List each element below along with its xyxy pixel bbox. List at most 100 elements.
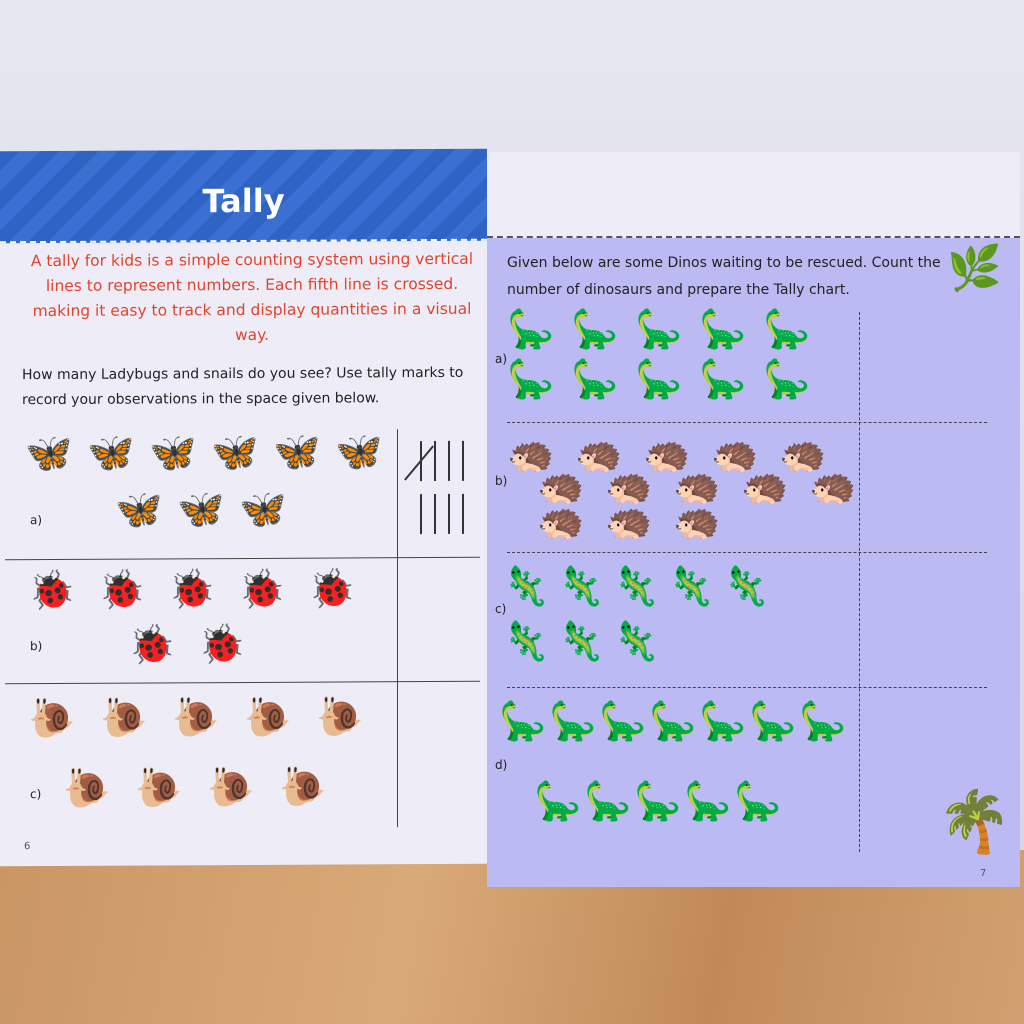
orange-dinosaur-picture: 🦕 [635, 307, 683, 351]
row-label-b: b) [495, 474, 508, 488]
row-divider [507, 687, 987, 688]
tally-mark [420, 494, 422, 535]
butterfly-picture: 🦋 [115, 487, 163, 532]
snail-picture: 🐌 [28, 695, 76, 741]
leaf-icon: 🌿 [947, 243, 1002, 294]
dark-dinosaur-picture: 🦕 [499, 699, 547, 743]
green-dinosaur-picture: 🦎 [612, 564, 660, 608]
snail-picture: 🐌 [172, 695, 220, 740]
dark-dinosaur-picture: 🦕 [599, 699, 647, 743]
hedgehog-dinosaur-picture: 🦔 [575, 432, 623, 476]
page-header-strip [487, 152, 1020, 238]
butterfly-picture: 🦋 [273, 429, 321, 474]
row-divider [507, 422, 987, 423]
green-dinosaur-picture: 🦎 [557, 564, 605, 608]
butterfly-picture: 🦋 [149, 430, 197, 475]
hedgehog-dinosaur-picture: 🦔 [537, 499, 585, 543]
snail-picture: 🐌 [316, 694, 364, 739]
hedgehog-dinosaur-picture: 🦔 [643, 432, 691, 476]
green-dinosaur-picture: 🦎 [722, 564, 770, 608]
dark-dinosaur-picture: 🦕 [749, 699, 797, 743]
butterfly-picture: 🦋 [25, 430, 73, 476]
ladybug-picture: 🐞 [28, 567, 76, 613]
left-page: Tally A tally for kids is a simple count… [0, 148, 487, 867]
tally-mark [434, 493, 436, 535]
tally-mark [448, 493, 450, 534]
butterfly-picture: 🦋 [239, 486, 287, 532]
orange-dinosaur-picture: 🦕 [507, 307, 555, 351]
right-page: Given below are some Dinos waiting to be… [487, 152, 1020, 887]
column-divider [397, 429, 398, 828]
butterfly-picture: 🦋 [87, 430, 135, 475]
row-divider [507, 552, 987, 553]
ladybug-picture: 🐞 [128, 622, 176, 667]
row-label-c: c) [30, 787, 42, 802]
hedgehog-dinosaur-picture: 🦔 [779, 432, 827, 476]
ladybug-picture: 🐞 [168, 567, 216, 612]
intro-text: A tally for kids is a simple counting sy… [30, 249, 474, 345]
page-number: 6 [24, 841, 31, 853]
row-label-a: a) [30, 513, 43, 528]
snail-picture: 🐌 [244, 694, 292, 739]
green-dinosaur-picture: 🦎 [667, 564, 715, 608]
dark-dinosaur-picture: 🦕 [799, 699, 847, 743]
hedgehog-dinosaur-picture: 🦔 [809, 464, 857, 508]
hedgehog-dinosaur-picture: 🦔 [507, 432, 555, 476]
green-dinosaur-picture: 🦎 [557, 619, 605, 663]
row-label-d: d) [495, 758, 508, 772]
dark-dinosaur-picture: 🦕 [584, 779, 632, 823]
ladybug-picture: 🐞 [98, 567, 146, 612]
tally-mark [434, 440, 436, 482]
orange-dinosaur-picture: 🦕 [699, 307, 747, 351]
row-label-a: a) [495, 352, 508, 366]
dark-dinosaur-picture: 🦕 [634, 779, 682, 823]
orange-dinosaur-picture: 🦕 [635, 357, 683, 401]
hedgehog-dinosaur-picture: 🦔 [673, 499, 721, 543]
page-title: Tally [202, 181, 285, 221]
hedgehog-dinosaur-picture: 🦔 [605, 499, 653, 543]
hedgehog-dinosaur-picture: 🦔 [537, 464, 585, 508]
instructions-text: Given below are some Dinos waiting to be… [507, 255, 941, 298]
dark-dinosaur-picture: 🦕 [734, 779, 782, 823]
palm-tree-icon: 🌴 [937, 787, 1012, 857]
ladybug-picture: 🐞 [238, 566, 286, 612]
ladybug-picture: 🐞 [308, 566, 356, 611]
snail-picture: 🐌 [63, 765, 111, 810]
dark-dinosaur-picture: 🦕 [549, 699, 597, 743]
orange-dinosaur-picture: 🦕 [763, 357, 811, 401]
hedgehog-dinosaur-picture: 🦔 [673, 464, 721, 508]
butterfly-picture: 🦋 [177, 487, 225, 532]
orange-dinosaur-picture: 🦕 [763, 307, 811, 351]
dark-dinosaur-picture: 🦕 [699, 699, 747, 743]
row-divider [5, 680, 480, 685]
snail-picture: 🐌 [100, 695, 148, 740]
row-label-c: c) [495, 602, 507, 616]
dark-dinosaur-picture: 🦕 [649, 699, 697, 743]
column-divider [859, 312, 860, 852]
ladybug-picture: 🐞 [198, 621, 246, 667]
hedgehog-dinosaur-picture: 🦔 [605, 464, 653, 508]
orange-dinosaur-picture: 🦕 [571, 357, 619, 401]
green-dinosaur-picture: 🦎 [502, 619, 550, 663]
green-dinosaur-picture: 🦎 [612, 619, 660, 663]
butterfly-picture: 🦋 [211, 429, 259, 475]
orange-dinosaur-picture: 🦕 [699, 357, 747, 401]
orange-dinosaur-picture: 🦕 [571, 307, 619, 351]
butterfly-picture: 🦋 [335, 429, 383, 474]
green-dinosaur-picture: 🦎 [502, 564, 550, 608]
tally-mark [462, 440, 464, 481]
snail-picture: 🐌 [207, 764, 255, 810]
dark-dinosaur-picture: 🦕 [684, 779, 732, 823]
row-label-b: b) [30, 639, 43, 654]
page-number: 7 [980, 868, 987, 879]
tally-mark [462, 493, 464, 534]
dark-dinosaur-picture: 🦕 [534, 779, 582, 823]
snail-picture: 🐌 [135, 765, 183, 810]
row-divider [5, 556, 480, 561]
tally-mark [448, 440, 450, 481]
orange-dinosaur-picture: 🦕 [507, 357, 555, 401]
hedgehog-dinosaur-picture: 🦔 [711, 432, 759, 476]
tally-mark [404, 445, 434, 481]
question-text: How many Ladybugs and snails do you see?… [22, 364, 464, 409]
hedgehog-dinosaur-picture: 🦔 [741, 464, 789, 508]
